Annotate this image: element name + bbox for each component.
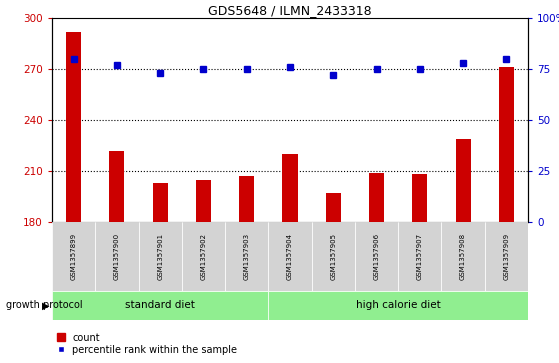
Bar xyxy=(499,67,514,222)
Text: GSM1357899: GSM1357899 xyxy=(70,233,77,280)
FancyBboxPatch shape xyxy=(52,222,95,291)
FancyBboxPatch shape xyxy=(311,222,355,291)
FancyBboxPatch shape xyxy=(225,222,268,291)
FancyBboxPatch shape xyxy=(485,222,528,291)
Bar xyxy=(282,154,297,222)
FancyBboxPatch shape xyxy=(139,222,182,291)
Text: GSM1357904: GSM1357904 xyxy=(287,233,293,280)
Bar xyxy=(326,193,341,222)
FancyBboxPatch shape xyxy=(182,222,225,291)
Text: growth protocol: growth protocol xyxy=(6,301,82,310)
Bar xyxy=(196,179,211,222)
FancyBboxPatch shape xyxy=(95,222,139,291)
Text: GSM1357907: GSM1357907 xyxy=(417,233,423,280)
FancyBboxPatch shape xyxy=(268,291,528,320)
FancyBboxPatch shape xyxy=(398,222,442,291)
Text: ▶: ▶ xyxy=(42,301,49,310)
FancyBboxPatch shape xyxy=(355,222,398,291)
Bar xyxy=(110,151,125,222)
FancyBboxPatch shape xyxy=(268,222,311,291)
Bar xyxy=(66,32,81,222)
Text: standard diet: standard diet xyxy=(125,301,195,310)
Text: GSM1357905: GSM1357905 xyxy=(330,233,337,280)
Text: GSM1357908: GSM1357908 xyxy=(460,233,466,280)
Text: GSM1357903: GSM1357903 xyxy=(244,233,250,280)
Title: GDS5648 / ILMN_2433318: GDS5648 / ILMN_2433318 xyxy=(208,4,372,17)
FancyBboxPatch shape xyxy=(442,222,485,291)
Bar xyxy=(412,174,428,222)
Text: GSM1357906: GSM1357906 xyxy=(373,233,380,280)
Bar xyxy=(456,139,471,222)
Text: high calorie diet: high calorie diet xyxy=(356,301,440,310)
Bar xyxy=(369,173,384,222)
Bar xyxy=(239,176,254,222)
FancyBboxPatch shape xyxy=(52,291,268,320)
Legend: count, percentile rank within the sample: count, percentile rank within the sample xyxy=(57,333,238,355)
Text: GSM1357901: GSM1357901 xyxy=(157,233,163,280)
Text: GSM1357900: GSM1357900 xyxy=(114,233,120,280)
Text: GSM1357902: GSM1357902 xyxy=(201,233,206,280)
Text: GSM1357909: GSM1357909 xyxy=(503,233,509,280)
Bar xyxy=(153,183,168,222)
